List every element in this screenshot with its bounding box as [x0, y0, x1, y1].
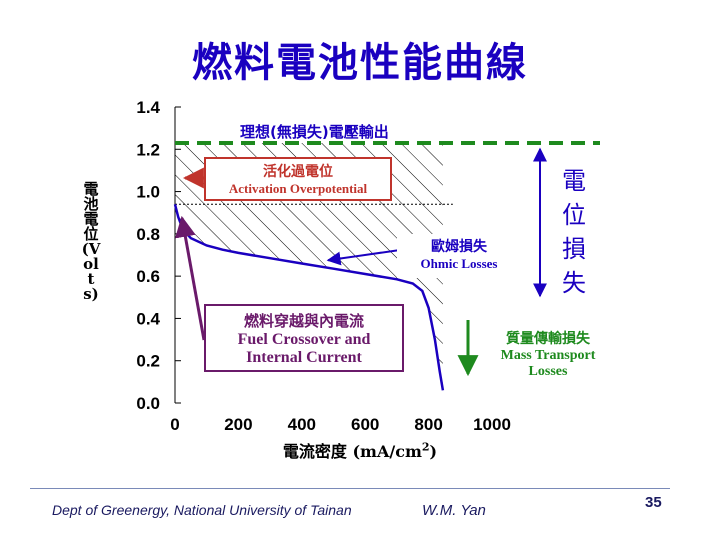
x-tick-label: 600: [351, 415, 379, 434]
x-axis-label-text: 電流密度 (mA/cm: [282, 442, 422, 461]
y-tick-label: 1.2: [136, 140, 160, 159]
y-tick-label: 1.0: [136, 183, 160, 202]
ohmic-losses-box: 歐姆損失 Ohmic Losses: [397, 234, 521, 278]
x-tick-label: 200: [224, 415, 252, 434]
crossover-label-en-2: Internal Current: [246, 349, 362, 366]
crossover-label-zh: 燃料穿越與內電流: [243, 312, 364, 330]
y-tick-labels: 0.0 0.2 0.4 0.6 0.8 1.0 1.2 1.4: [136, 98, 160, 413]
activation-label-en: Activation Overpotential: [228, 181, 368, 196]
fuel-crossover-box: 燃料穿越與內電流 Fuel Crossover and Internal Cur…: [204, 304, 404, 372]
footer-department: Dept of Greenergy, National University o…: [52, 502, 352, 518]
activation-label-zh: 活化過電位: [263, 164, 333, 180]
x-axis-label-end: ): [429, 442, 438, 461]
mass-label-en-2: Losses: [528, 364, 568, 379]
x-axis-label: 電流密度 (mA/cm2): [230, 438, 490, 462]
x-tick-label: 800: [414, 415, 442, 434]
page-number: 35: [645, 494, 662, 511]
y-tick-label: 0.8: [136, 225, 160, 244]
mass-label-en-1: Mass Transport: [500, 348, 596, 363]
y-tick-label: 1.4: [136, 98, 160, 117]
crossover-label-en-1: Fuel Crossover and: [237, 331, 371, 348]
footer-divider: [30, 488, 670, 489]
slide-title: 燃料電池性能曲線: [192, 40, 528, 86]
x-tick-labels: 0 200 400 600 800 1000: [170, 415, 511, 434]
x-tick-label: 1000: [473, 415, 511, 434]
y-tick-label: 0.4: [136, 309, 160, 328]
ideal-voltage-label: 理想(無損失)電壓輸出: [240, 123, 389, 141]
ohmic-label-en: Ohmic Losses: [420, 256, 498, 271]
ohmic-label-zh: 歐姆損失: [431, 239, 487, 255]
y-tick-label: 0.0: [136, 394, 160, 413]
x-axis-label-superscript: 2: [421, 440, 430, 454]
y-axis-label: 電池電位(Volts): [81, 180, 101, 303]
x-tick-label: 400: [288, 415, 316, 434]
mass-transport-box: 質量傳輸損失 Mass Transport Losses: [482, 326, 614, 388]
ohmic-arrow: [326, 249, 401, 266]
footer-author: W.M. Yan: [422, 502, 486, 519]
voltage-loss-label: 電位損失: [562, 167, 586, 297]
x-tick-label: 0: [170, 415, 179, 434]
y-tick-label: 0.2: [136, 352, 160, 371]
y-tick-label: 0.6: [136, 267, 160, 286]
voltage-loss-hatched-area: [175, 142, 443, 391]
axes: [174, 106, 181, 404]
crossover-arrow: [175, 215, 206, 341]
activation-overpotential-box: 活化過電位 Activation Overpotential: [204, 157, 392, 201]
mass-label-zh: 質量傳輸損失: [506, 331, 590, 347]
